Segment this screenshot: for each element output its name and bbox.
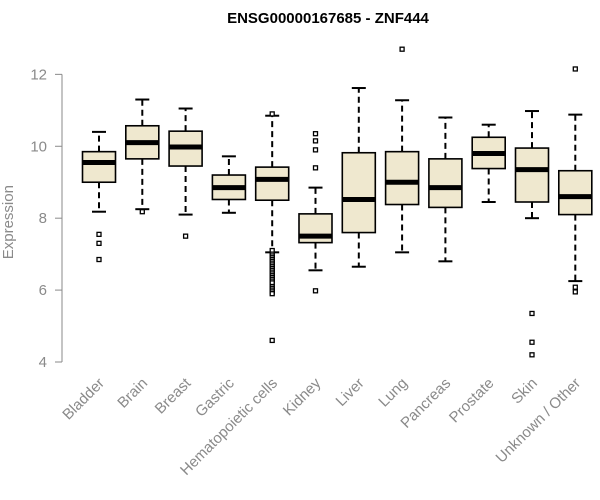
outlier-point xyxy=(269,291,275,297)
outlier-point xyxy=(312,147,319,153)
outlier-point xyxy=(312,288,319,294)
iqr-box xyxy=(557,169,593,216)
outlier-point xyxy=(269,111,275,117)
outlier-point xyxy=(312,138,319,144)
box-pancreas xyxy=(428,116,463,263)
iqr-box xyxy=(81,150,117,184)
x-tick-label: Lung xyxy=(375,375,411,411)
iqr-box xyxy=(428,158,463,209)
chart-title: ENSG00000167685 - ZNF444 xyxy=(227,10,429,27)
box-breast xyxy=(168,107,203,239)
x-tick-label: Skin xyxy=(508,375,541,408)
x-tick-label: Kidney xyxy=(280,374,325,419)
outlier-point xyxy=(269,337,275,344)
y-tick-label: 6 xyxy=(39,282,47,299)
y-tick-label: 8 xyxy=(39,210,47,227)
outlier-point xyxy=(139,209,145,215)
outlier-point xyxy=(529,310,535,317)
x-tick-label: Brain xyxy=(114,375,151,412)
y-tick-label: 10 xyxy=(30,138,47,155)
y-axis-label: Expression xyxy=(0,185,17,259)
x-tick-label: Liver xyxy=(333,375,368,410)
box-skin xyxy=(514,110,550,358)
x-tick-label: Breast xyxy=(152,374,195,417)
iqr-box xyxy=(341,151,377,234)
outlier-point xyxy=(312,165,319,171)
y-tick-label: 4 xyxy=(39,354,47,371)
outlier-point xyxy=(182,233,189,239)
outlier-point xyxy=(572,289,578,295)
outlier-point xyxy=(96,240,102,246)
outlier-point xyxy=(96,256,102,263)
outlier-point xyxy=(399,46,405,52)
box-kidney xyxy=(298,131,333,294)
outlier-point xyxy=(572,66,578,72)
outlier-point xyxy=(312,131,319,137)
box-unknown-other xyxy=(557,66,593,295)
boxes-layer xyxy=(81,46,593,358)
outlier-point xyxy=(96,231,102,238)
outlier-point xyxy=(572,284,578,290)
box-hematopoietic-cells xyxy=(254,111,290,344)
outlier-point xyxy=(529,352,535,358)
y-axis: 4 6 8 10 12 xyxy=(30,66,63,371)
box-liver xyxy=(341,87,377,268)
iqr-box xyxy=(254,166,290,202)
box-prostate xyxy=(471,123,507,203)
x-tick-label: Prostate xyxy=(446,375,498,427)
outlier-point xyxy=(529,339,535,345)
box-lung xyxy=(384,46,420,254)
box-gastric xyxy=(211,155,247,214)
x-tick-label: Bladder xyxy=(59,375,108,424)
iqr-box xyxy=(384,150,420,206)
box-bladder xyxy=(81,130,117,263)
iqr-box xyxy=(514,147,550,203)
box-brain xyxy=(125,98,160,215)
y-tick-label: 12 xyxy=(30,66,47,83)
